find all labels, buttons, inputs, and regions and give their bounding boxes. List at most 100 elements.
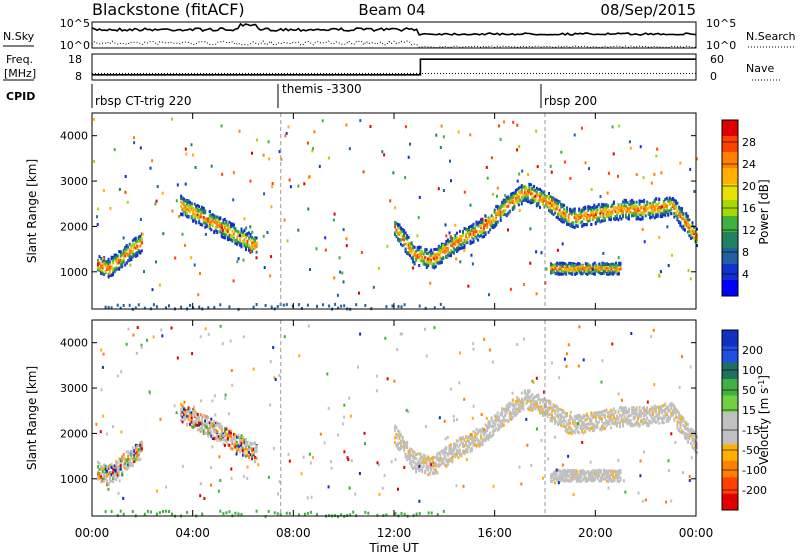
velocity-cell-1777 xyxy=(653,408,656,412)
velocity-cell-518 xyxy=(246,454,249,458)
power-cell-426 xyxy=(225,228,228,232)
power-cell-207 xyxy=(140,240,143,244)
power-cell-2212 xyxy=(601,264,604,268)
power-cell-51 xyxy=(107,262,110,266)
power-cell-2443 xyxy=(143,270,145,274)
velocity-cell-536 xyxy=(249,453,252,456)
power-cell-251 xyxy=(187,215,190,219)
velocity-cell-340 xyxy=(207,431,210,435)
velocity-cell-1870 xyxy=(674,415,677,419)
velocity-cell-654 xyxy=(412,459,415,463)
power-cell-2077 xyxy=(571,262,574,266)
power-cell-1278 xyxy=(546,205,549,209)
velocity-cell-929 xyxy=(471,438,473,442)
power-cell-1063 xyxy=(499,213,502,217)
velocity-cell-321 xyxy=(202,414,205,418)
velocity-cell-782 xyxy=(439,457,442,461)
velocity-cell-1588 xyxy=(612,421,615,425)
power-cell-764 xyxy=(436,256,439,260)
velocity-cell-2126 xyxy=(581,469,584,473)
velocity-cell-1334 xyxy=(558,422,561,425)
power-cell-412 xyxy=(222,232,225,236)
power-cell-2341 xyxy=(297,303,300,307)
power-cell-1356 xyxy=(563,203,566,207)
power-cell-2203 xyxy=(598,262,601,266)
power-cell-1993 xyxy=(553,270,556,274)
velocity-cell-1294 xyxy=(549,416,552,420)
velocity-cell-1847 xyxy=(668,417,671,421)
velocity-cell-1237 xyxy=(537,395,540,399)
velocity-cell-506 xyxy=(243,454,246,458)
velocity-cell-2008 xyxy=(556,478,559,482)
power-cell-654 xyxy=(412,260,415,264)
power-cell-2602 xyxy=(655,154,658,158)
velocity-cell-51 xyxy=(107,472,110,476)
power-cell-2026 xyxy=(560,272,563,276)
velocity-cell-116 xyxy=(121,456,124,460)
power-cell-1686 xyxy=(634,213,637,216)
power-cell-1149 xyxy=(519,185,522,189)
power-cell-1206 xyxy=(531,200,534,204)
velocity-cell-1132 xyxy=(514,403,517,407)
power-cell-2477 xyxy=(263,266,266,270)
power-cell-1301 xyxy=(551,211,553,215)
velocity-cell-1510 xyxy=(596,422,599,426)
power-cell-2527 xyxy=(113,148,116,152)
velocity-cell-1202 xyxy=(529,405,532,409)
velocity-cell-241 xyxy=(186,422,189,426)
power-cell-1199 xyxy=(529,201,532,205)
power-cell-2013 xyxy=(557,262,560,266)
velocity-cell-1695 xyxy=(637,414,640,418)
power-cell-459 xyxy=(232,232,235,236)
velocity-cell-2113 xyxy=(578,477,581,481)
power-cell-2312 xyxy=(137,303,140,307)
power-cell-1416 xyxy=(576,220,579,224)
velocity-cell-1483 xyxy=(590,411,593,415)
velocity-cell-1854 xyxy=(670,406,673,410)
power-cell-869 xyxy=(458,229,461,233)
power-cell-2497 xyxy=(155,260,157,264)
velocity-cell-762 xyxy=(434,468,437,472)
velocity-cell-2000 xyxy=(554,473,557,476)
velocity-cell-1006 xyxy=(487,437,490,441)
velocity-cell-614 xyxy=(403,445,406,449)
velocity-cell-537 xyxy=(249,442,252,446)
power-cell-258 xyxy=(189,206,192,209)
power-cell-1450 xyxy=(584,205,587,209)
power-cell-1227 xyxy=(535,186,538,190)
velocity-cell-1641 xyxy=(625,417,627,421)
power-cell-2271 xyxy=(613,268,616,272)
power-cell-2148 xyxy=(586,272,589,276)
velocity-cell-142 xyxy=(127,461,130,465)
velocity-cell-1234 xyxy=(537,397,540,401)
power-cell-956 xyxy=(477,221,480,225)
power-cell-776 xyxy=(437,247,440,251)
velocity-cell-1671 xyxy=(631,406,634,410)
power-cell-2609 xyxy=(315,247,318,251)
power-cell-1923 xyxy=(685,217,688,221)
velocity-cell-465 xyxy=(234,433,237,437)
power-cell-1273 xyxy=(545,203,547,207)
power-cell-2355 xyxy=(364,304,367,307)
power-cell-1297 xyxy=(551,204,553,207)
velocity-cell-1035 xyxy=(493,428,496,432)
power-cell-670 xyxy=(415,258,418,261)
power-cell-2581 xyxy=(656,147,659,151)
power-cell-1006 xyxy=(487,218,490,222)
velocity-cell-1116 xyxy=(511,408,514,412)
power-cell-689 xyxy=(419,258,422,262)
velocity-cell-1482 xyxy=(590,419,593,423)
power-cell-1120 xyxy=(513,194,516,198)
velocity-cell-1460 xyxy=(585,412,588,416)
velocity-cell-473 xyxy=(236,442,238,446)
power-cell-72 xyxy=(112,268,115,272)
power-cell-2317 xyxy=(165,306,167,310)
power-cell-2111 xyxy=(578,266,581,270)
velocity-cell-2154 xyxy=(587,471,590,475)
velocity-cell-1159 xyxy=(520,406,523,410)
velocity-cell-523 xyxy=(246,443,249,447)
power-cell-921 xyxy=(469,232,472,236)
power-cell-913 xyxy=(468,225,470,229)
power-cell-2507 xyxy=(171,209,174,213)
velocity-cell-754 xyxy=(433,455,436,459)
